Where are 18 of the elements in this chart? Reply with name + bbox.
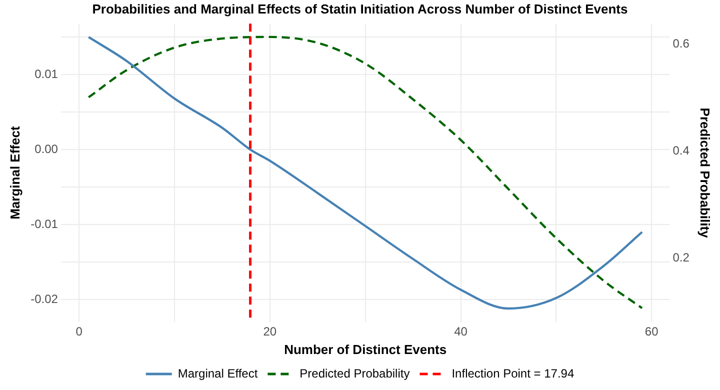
y2-tick-label: 0.2 (672, 250, 690, 264)
y-axis-title: Marginal Effect (7, 126, 22, 220)
x-tick-label: 20 (263, 324, 277, 339)
x-tick-label: 60 (644, 324, 659, 339)
y2-tick-label: 0.4 (672, 143, 690, 158)
y2-tick-label: 0.6 (672, 36, 690, 51)
x-tick-label: 0 (76, 324, 83, 339)
legend-label: Inflection Point = 17.94 (452, 366, 574, 380)
y-tick-label: -0.01 (30, 216, 58, 231)
x-axis-title: Number of Distinct Events (284, 342, 447, 357)
legend-label: Predicted Probability (300, 366, 410, 380)
chart-title: Probabilities and Marginal Effects of Statin Initiation Across Number of Distinct Events (92, 1, 628, 16)
y-tick-label: 0.00 (34, 142, 58, 156)
y2-axis-title: Predicted Probability (698, 108, 713, 239)
y-tick-label: -0.02 (30, 292, 58, 306)
x-tick-label: 40 (454, 324, 468, 339)
legend-label: Marginal Effect (178, 366, 258, 380)
y-tick-label: 0.01 (34, 66, 58, 81)
